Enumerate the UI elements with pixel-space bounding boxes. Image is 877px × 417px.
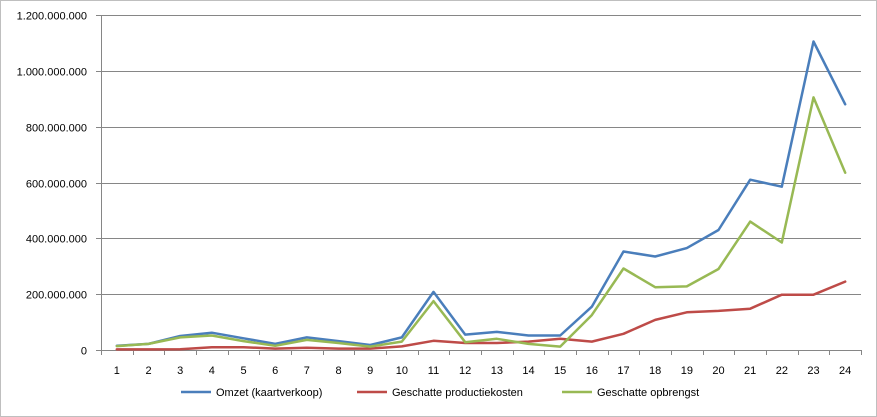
x-tick-label: 2 [145, 365, 151, 377]
x-tick-label: 9 [367, 365, 373, 377]
series-line-1 [115, 40, 847, 348]
x-tick-label: 13 [491, 365, 503, 377]
gridlines [101, 15, 861, 295]
x-tick-label: 11 [428, 365, 439, 377]
y-tick-label: 400.000.000 [26, 234, 87, 246]
y-tick-label: 800.000.000 [26, 123, 87, 135]
x-tick-label: 17 [617, 365, 629, 377]
legend: Omzet (kaartverkoop) Geschatte productiek… [181, 387, 699, 399]
y-tick-label: 1.200.000.000 [17, 11, 87, 23]
x-tick-label: 1 [114, 365, 120, 377]
x-tick-label: 6 [272, 365, 278, 377]
x-tick-label: 5 [240, 365, 246, 377]
x-tick-label: 24 [839, 365, 851, 377]
x-tick-label: 12 [459, 365, 471, 377]
x-tick-label: 21 [744, 365, 756, 377]
x-tick-label: 14 [522, 365, 534, 377]
x-tick-label: 3 [177, 365, 183, 377]
series-line-2 [115, 280, 847, 351]
legend-label: Geschatte opbrengst [597, 387, 699, 399]
axes: 0 200.000.000 400.000.000 600.000.000 800.00… [17, 11, 862, 377]
x-tick-label: 15 [554, 365, 566, 377]
x-tick-label: 16 [586, 365, 598, 377]
legend-label: Omzet (kaartverkoop) [216, 387, 322, 399]
y-tick-label: 0 [81, 346, 87, 358]
x-tick-label: 10 [396, 365, 408, 377]
y-tick-label: 200.000.000 [26, 290, 87, 302]
x-tick-label: 7 [304, 365, 310, 377]
x-tick-label: 19 [681, 365, 693, 377]
x-tick-label: 22 [776, 365, 788, 377]
x-tick-label: 4 [209, 365, 215, 377]
series-lines [115, 40, 847, 351]
x-tick-label: 23 [807, 365, 819, 377]
y-tick-label: 600.000.000 [26, 179, 87, 191]
series-line-3 [115, 96, 847, 348]
x-tick-label: 20 [712, 365, 724, 377]
legend-label: Geschatte productiekosten [392, 387, 523, 399]
x-tick-label: 8 [335, 365, 341, 377]
y-tick-label: 1.000.000.000 [17, 67, 87, 79]
x-tick-label: 18 [649, 365, 661, 377]
